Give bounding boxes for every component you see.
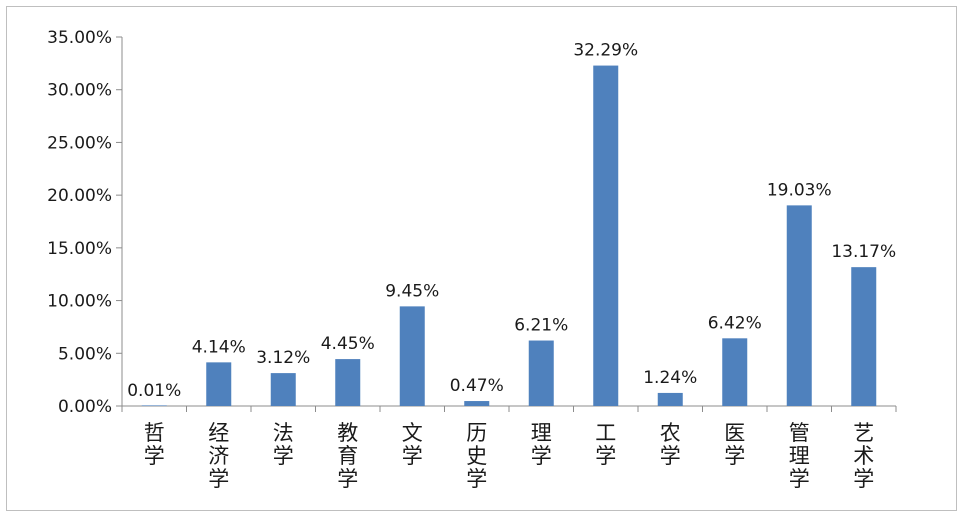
y-tick-label: 15.00%: [47, 239, 112, 259]
category-label: 教育学: [337, 421, 358, 491]
bar: [206, 362, 232, 406]
y-tick-label: 0.00%: [58, 397, 112, 417]
data-label: 32.29%: [573, 41, 638, 61]
bar: [657, 392, 683, 406]
category-label: 管理学: [789, 421, 810, 491]
category-label: 理学: [531, 421, 552, 468]
bar: [593, 65, 619, 407]
category-label: 工学: [595, 421, 616, 468]
category-label: 哲学: [144, 421, 165, 468]
data-label: 9.45%: [385, 281, 439, 301]
category-label: 法学: [273, 421, 294, 468]
bar: [786, 205, 812, 406]
y-axis-ticks: 0.00% 5.00% 10.00% 15.00% 20.00% 25.00% 30.00%…: [47, 28, 122, 417]
data-label: 13.17%: [831, 242, 896, 262]
axes: [121, 37, 897, 412]
data-label: 1.24%: [643, 368, 697, 388]
data-label: 4.14%: [192, 337, 246, 357]
data-label: 6.21%: [514, 316, 568, 336]
bars: [141, 65, 877, 407]
bar: [335, 359, 361, 406]
bar: [399, 306, 425, 406]
y-tick-label: 35.00%: [47, 28, 112, 48]
category-label: 农学: [660, 421, 681, 468]
bar: [141, 405, 167, 406]
data-label: 0.47%: [450, 376, 504, 396]
category-label: 历史学: [466, 421, 487, 491]
y-tick-label: 10.00%: [47, 292, 112, 312]
data-label: 3.12%: [256, 348, 310, 368]
data-label: 19.03%: [767, 180, 832, 200]
bar: [722, 338, 748, 406]
data-label: 4.45%: [321, 334, 375, 354]
data-label: 0.01%: [127, 381, 181, 401]
bar: [528, 340, 554, 406]
category-label: 文学: [402, 421, 423, 468]
bar: [270, 373, 296, 406]
bar: [851, 267, 877, 406]
data-labels: 0.01% 4.14% 3.12% 4.45% 9.45% 0.47% 6.21% 32.29…: [127, 41, 896, 401]
bar: [464, 401, 490, 406]
y-tick-label: 30.00%: [47, 81, 112, 101]
category-label: 医学: [724, 421, 745, 468]
y-tick-label: 5.00%: [58, 344, 112, 364]
y-tick-label: 20.00%: [47, 186, 112, 206]
category-label: 经济学: [208, 421, 229, 491]
y-tick-label: 25.00%: [47, 133, 112, 153]
category-label: 艺术学: [853, 421, 874, 491]
data-label: 6.42%: [708, 313, 762, 333]
